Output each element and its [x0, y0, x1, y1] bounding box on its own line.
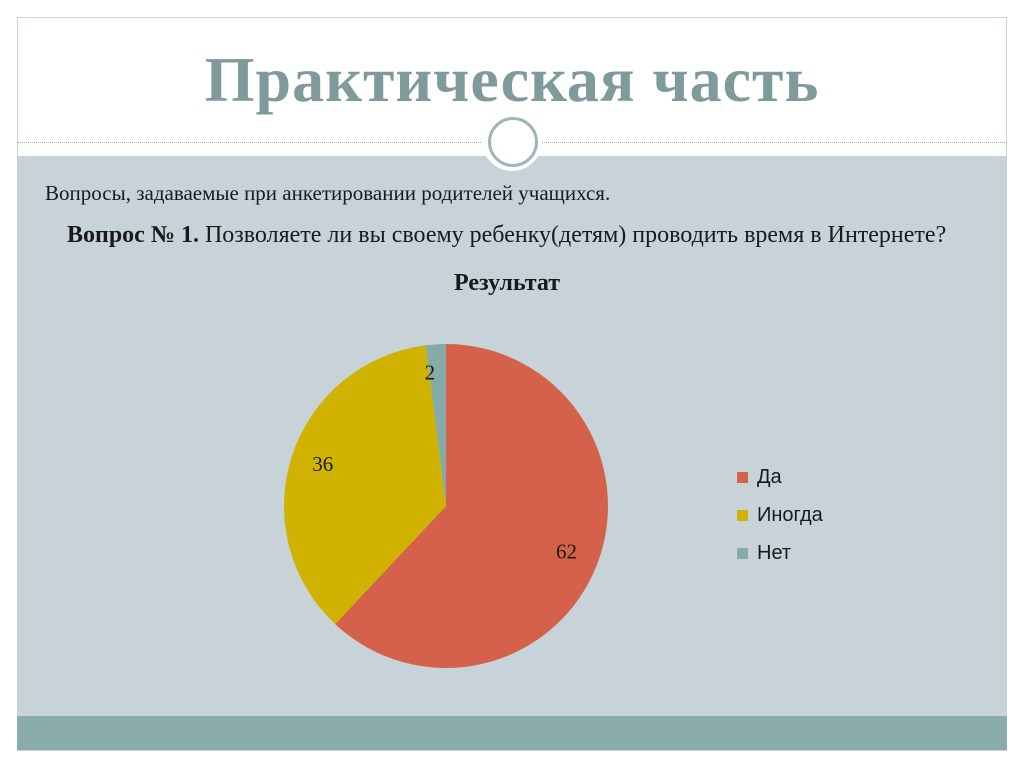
survey-subtitle: Вопросы, задаваемые при анкетировании ро… — [45, 181, 611, 205]
question-label: Вопрос № 1. — [67, 222, 199, 248]
slide-title: Практическая часть — [204, 44, 820, 115]
legend-label: Нет — [757, 541, 792, 564]
pie-data-label-3: 2 — [425, 360, 436, 384]
legend-label: Иногда — [757, 503, 823, 526]
footer-bar — [17, 716, 1007, 750]
legend-swatch-icon — [737, 547, 748, 559]
legend-label: Да — [757, 465, 782, 488]
pie-slice-1 — [335, 343, 608, 668]
legend-item-3: Нет — [737, 534, 823, 572]
pie-data-label-1: 62 — [556, 540, 577, 564]
pie-slice-3 — [425, 344, 446, 506]
title-area: Практическая часть — [17, 17, 1007, 143]
question-text-block: Вопрос № 1. Позволяете ли вы своему ребе… — [45, 219, 985, 251]
pie-data-label-2: 36 — [312, 452, 333, 476]
circle-ornament-icon — [482, 111, 542, 171]
ring-icon — [488, 117, 538, 167]
chart-legend: Да Иногда Нет — [737, 458, 823, 572]
question-text: Позволяете ли вы своему ребенку(детям) п… — [198, 222, 947, 248]
legend-swatch-icon — [737, 471, 748, 483]
legend-item-2: Иногда — [737, 496, 823, 534]
legend-item-1: Да — [737, 458, 823, 496]
pie-slice-2 — [284, 345, 446, 625]
legend-swatch-icon — [737, 509, 748, 521]
chart-title: Результат — [453, 270, 561, 296]
